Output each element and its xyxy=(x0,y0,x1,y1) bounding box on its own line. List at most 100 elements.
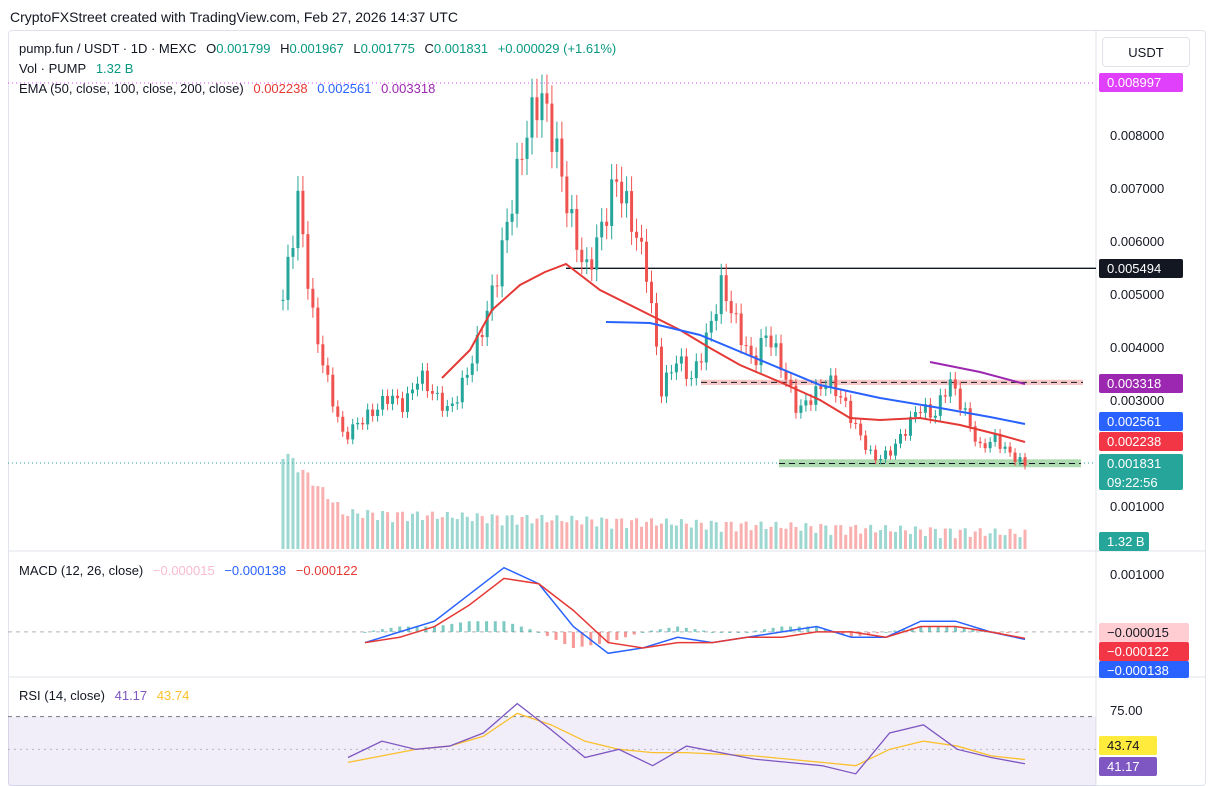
candle-body xyxy=(331,374,335,407)
candle-body xyxy=(699,361,703,363)
volume-bar xyxy=(615,518,619,549)
candle-body xyxy=(844,397,848,401)
candle-body xyxy=(500,240,504,287)
candle-body xyxy=(879,458,883,461)
candle-body xyxy=(983,443,987,449)
volume-bar xyxy=(963,528,967,549)
volume-bar xyxy=(341,514,345,549)
candle-body xyxy=(600,221,604,238)
volume-bar xyxy=(938,538,942,549)
macd-histogram-bar xyxy=(945,626,949,632)
candle-body xyxy=(724,275,728,302)
volume-bar xyxy=(326,499,330,549)
volume-bar xyxy=(998,534,1002,549)
last-price-badge: 0.001831 09:22:56 xyxy=(1099,454,1183,490)
candle-body xyxy=(495,285,499,287)
macd-legend[interactable]: MACD (12, 26, close) −0.000015 −0.000138… xyxy=(19,563,364,578)
candle-body xyxy=(943,395,947,397)
volume-bar xyxy=(923,536,927,549)
macd-histogram-bar xyxy=(1014,631,1018,633)
volume-bar xyxy=(889,531,893,549)
rsi-ma-line xyxy=(347,712,1026,767)
candle-body xyxy=(809,400,813,405)
volume-bar xyxy=(859,533,863,549)
ema200-value: 0.003318 xyxy=(381,81,436,96)
candle-body xyxy=(570,209,574,214)
volume-bar xyxy=(630,520,634,549)
price-tick: 0.003000 xyxy=(1110,393,1165,408)
macd-hist-value: −0.000015 xyxy=(152,563,215,578)
volume-bar xyxy=(291,458,295,549)
volume-bar xyxy=(316,486,320,549)
candle-body xyxy=(465,374,469,378)
volume-bar xyxy=(1003,535,1007,549)
macd-histogram-bar xyxy=(762,629,766,632)
candle-body xyxy=(560,138,564,177)
macd-line xyxy=(364,566,1026,655)
symbol-label[interactable]: pump.fun / USDT · 1D · MEXC xyxy=(19,41,197,56)
volume-bar xyxy=(664,518,668,549)
candle-body xyxy=(321,344,325,366)
volume-bar xyxy=(724,522,728,549)
volume-bar xyxy=(978,528,982,549)
rsi-label: RSI (14, close) xyxy=(19,688,105,703)
candle-body xyxy=(899,434,903,444)
candle-body xyxy=(744,345,748,347)
macd-histogram-bar xyxy=(1006,631,1010,633)
candle-body xyxy=(774,343,778,348)
candle-body xyxy=(894,443,898,456)
ema200-line xyxy=(929,361,1026,385)
volume-badge: 1.32 B xyxy=(1099,532,1149,551)
volume-bar xyxy=(381,511,385,549)
volume-bar xyxy=(864,528,868,549)
volume-bar xyxy=(336,502,340,549)
volume-bar xyxy=(669,524,673,549)
macd-histogram-bar xyxy=(658,629,662,632)
volume-value: 1.32 B xyxy=(95,61,134,76)
volume-bar xyxy=(689,527,693,549)
volume-bar xyxy=(590,519,594,549)
volume-bar xyxy=(465,516,469,549)
volume-bar xyxy=(535,518,539,549)
close-value: C0.001831 xyxy=(424,41,489,56)
candle-body xyxy=(889,450,893,456)
ohlc-legend: pump.fun / USDT · 1D · MEXC O0.001799 H0… xyxy=(19,41,622,56)
volume-bar xyxy=(610,528,614,549)
macd-histogram-bar xyxy=(580,631,584,647)
candle-body xyxy=(834,375,838,397)
volume-bar xyxy=(570,515,574,549)
volume-bar xyxy=(729,521,733,549)
macd-histogram-bar xyxy=(467,621,471,632)
volume-bar xyxy=(764,528,768,549)
candle-body xyxy=(346,431,350,440)
change-value: +0.000029 (+1.61%) xyxy=(497,41,617,56)
volume-bar xyxy=(550,520,554,549)
macd-histogram-bar xyxy=(476,621,480,632)
volume-bar xyxy=(361,517,365,549)
volume-legend[interactable]: Vol · PUMP 1.32 B xyxy=(19,61,139,76)
rsi-legend[interactable]: RSI (14, close) 41.17 43.74 xyxy=(19,688,195,703)
price-tick: 0.004000 xyxy=(1110,340,1165,355)
ema-legend[interactable]: EMA (50, close, 100, close, 200, close) … xyxy=(19,81,441,96)
volume-bar xyxy=(1023,529,1027,549)
volume-bar xyxy=(301,469,305,549)
volume-bar xyxy=(545,522,549,549)
volume-bar xyxy=(869,524,873,549)
volume-bar xyxy=(659,523,663,549)
volume-bar xyxy=(376,520,380,549)
macd-histogram-bar xyxy=(841,631,845,635)
volume-bar xyxy=(704,529,708,549)
candle-body xyxy=(829,375,833,387)
volume-bar xyxy=(525,514,529,549)
volume-bar xyxy=(739,523,743,549)
currency-button[interactable]: USDT xyxy=(1102,37,1190,67)
candle-body xyxy=(794,385,798,413)
candle-body xyxy=(615,179,619,182)
candle-body xyxy=(968,408,972,427)
candle-body xyxy=(386,396,390,404)
macd-histogram-bar xyxy=(823,629,827,632)
macd-histogram-bar xyxy=(754,630,758,632)
volume-bar xyxy=(983,535,987,549)
candle-body xyxy=(605,221,609,226)
